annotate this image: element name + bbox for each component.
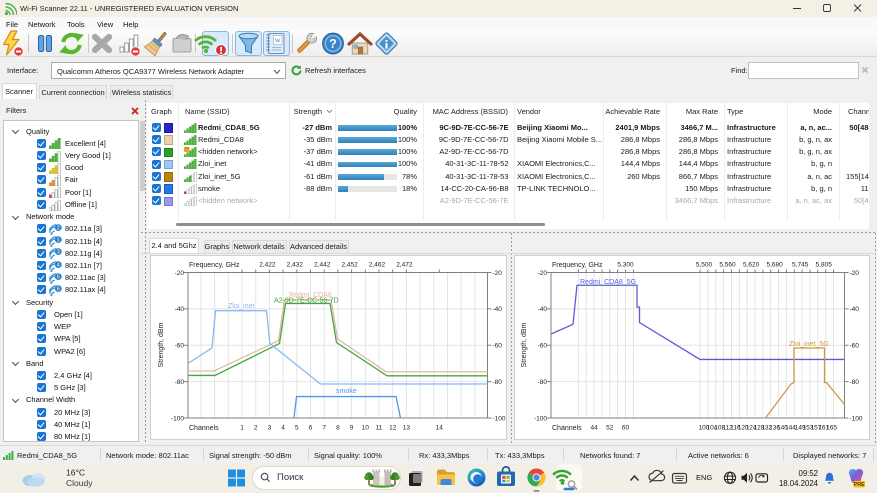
svg-text:2: 2 [57,226,60,232]
svg-text:1: 1 [57,238,60,244]
svg-text:?: ? [329,37,337,51]
svg-text:6: 6 [57,287,60,293]
svg-text:Cloudy: Cloudy [66,478,93,488]
svg-text:09:52: 09:52 [798,469,818,478]
svg-text:ENG: ENG [696,473,712,482]
svg-text:3: 3 [57,250,60,256]
svg-text:18.04.2024: 18.04.2024 [779,479,819,488]
svg-text:5: 5 [57,274,60,280]
svg-text:4: 4 [57,262,60,268]
svg-text:PRE: PRE [854,482,865,488]
svg-text:W: W [275,38,281,44]
svg-text:16°C: 16°C [66,468,85,478]
